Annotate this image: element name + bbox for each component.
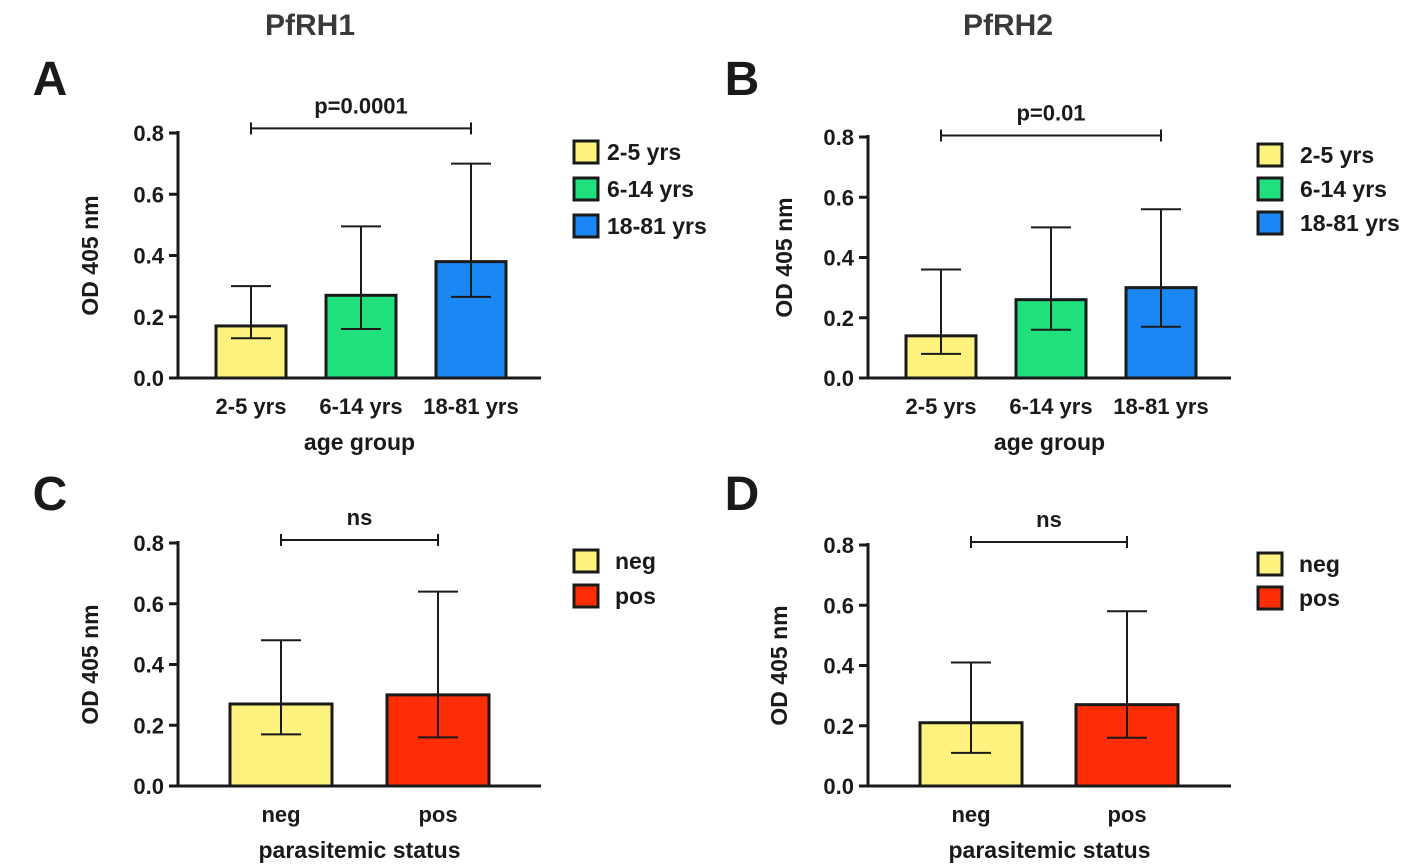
x-axis-label: parasitemic status bbox=[949, 837, 1151, 863]
y-tick-label: 0.8 bbox=[823, 125, 854, 150]
y-tick-label: 0.6 bbox=[133, 592, 164, 617]
y-tick-label: 0.0 bbox=[133, 366, 164, 391]
y-tick-label: 0.4 bbox=[823, 654, 854, 679]
y-tick-label: 0.2 bbox=[823, 714, 854, 739]
x-axis-label: parasitemic status bbox=[259, 837, 461, 863]
y-tick-label: 0.0 bbox=[133, 774, 164, 799]
panel-a: A 0.0 0.2 0.4 0.6 0.8 2-5 yrs 6-14 yrs 18-81 yrs… bbox=[33, 53, 707, 455]
y-tick-label: 0.4 bbox=[823, 246, 854, 271]
legend-swatch-yellow bbox=[1256, 142, 1284, 168]
significance-label: p=0.01 bbox=[1016, 100, 1085, 125]
legend-swatch-red bbox=[572, 583, 600, 609]
y-tick-label: 0.4 bbox=[133, 244, 164, 269]
x-tick-label: 2-5 yrs bbox=[216, 394, 287, 419]
column-title-pfrh1: PfRH1 bbox=[265, 9, 355, 42]
legend-swatch-yellow bbox=[572, 139, 600, 165]
panel-letter-a: A bbox=[33, 53, 68, 106]
y-tick-label: 0.0 bbox=[823, 774, 854, 799]
legend-swatch-green bbox=[572, 176, 600, 202]
y-tick-label: 0.2 bbox=[823, 306, 854, 331]
legend-label: 18-81 yrs bbox=[607, 213, 707, 239]
legend-label: 6-14 yrs bbox=[1300, 176, 1387, 202]
y-tick-label: 0.0 bbox=[823, 366, 854, 391]
panel-letter-b: B bbox=[725, 53, 760, 106]
x-tick-label: 6-14 yrs bbox=[1009, 394, 1092, 419]
x-tick-label: neg bbox=[261, 802, 300, 827]
x-tick-label: 18-81 yrs bbox=[423, 394, 518, 419]
x-tick-label: pos bbox=[1107, 802, 1146, 827]
significance-label: p=0.0001 bbox=[314, 93, 408, 118]
panel-c: C 0.0 0.2 0.4 0.6 0.8 neg pos parasitemic status… bbox=[33, 468, 656, 863]
legend-swatch-green bbox=[1256, 176, 1284, 202]
panel-d: D 0.0 0.2 0.4 0.6 0.8 neg pos parasitemic status… bbox=[725, 468, 1340, 863]
y-axis-label: OD 405 nm bbox=[771, 197, 797, 317]
y-axis-label: OD 405 nm bbox=[77, 604, 103, 724]
column-title-pfrh2: PfRH2 bbox=[963, 9, 1053, 42]
legend-swatch-red bbox=[1256, 585, 1284, 611]
y-tick-label: 0.6 bbox=[823, 593, 854, 618]
legend-label: neg bbox=[615, 548, 656, 574]
panel-letter-c: C bbox=[33, 468, 68, 521]
x-tick-label: 6-14 yrs bbox=[319, 394, 402, 419]
y-tick-label: 0.4 bbox=[133, 653, 164, 678]
legend-swatch-blue bbox=[572, 213, 600, 239]
significance-label: ns bbox=[347, 505, 373, 530]
y-tick-label: 0.8 bbox=[133, 531, 164, 556]
y-axis-label: OD 405 nm bbox=[77, 195, 103, 315]
legend-swatch-yellow bbox=[1256, 551, 1284, 577]
legend-swatch-yellow bbox=[572, 548, 600, 574]
legend-label: pos bbox=[1299, 585, 1340, 611]
legend-label: 6-14 yrs bbox=[607, 176, 694, 202]
legend-label: pos bbox=[615, 583, 656, 609]
x-tick-label: 18-81 yrs bbox=[1113, 394, 1208, 419]
legend-label: 2-5 yrs bbox=[607, 139, 681, 165]
y-tick-label: 0.8 bbox=[133, 121, 164, 146]
x-tick-label: neg bbox=[951, 802, 990, 827]
legend-label: neg bbox=[1299, 551, 1340, 577]
x-axis-label: age group bbox=[994, 429, 1105, 455]
y-tick-label: 0.8 bbox=[823, 533, 854, 558]
legend-swatch-blue bbox=[1256, 210, 1284, 236]
x-tick-label: pos bbox=[418, 802, 457, 827]
x-tick-label: 2-5 yrs bbox=[906, 394, 977, 419]
legend-label: 2-5 yrs bbox=[1300, 142, 1374, 168]
y-axis-label: OD 405 nm bbox=[766, 605, 792, 725]
panel-b: B 0.0 0.2 0.4 0.6 0.8 2-5 yrs 6-14 yrs 18-81 yrs… bbox=[725, 53, 1400, 455]
panel-letter-d: D bbox=[725, 468, 760, 521]
y-tick-label: 0.2 bbox=[133, 713, 164, 738]
y-tick-label: 0.2 bbox=[133, 305, 164, 330]
significance-label: ns bbox=[1036, 507, 1062, 532]
y-tick-label: 0.6 bbox=[823, 185, 854, 210]
x-axis-label: age group bbox=[304, 429, 415, 455]
y-tick-label: 0.6 bbox=[133, 182, 164, 207]
legend-label: 18-81 yrs bbox=[1300, 210, 1400, 236]
